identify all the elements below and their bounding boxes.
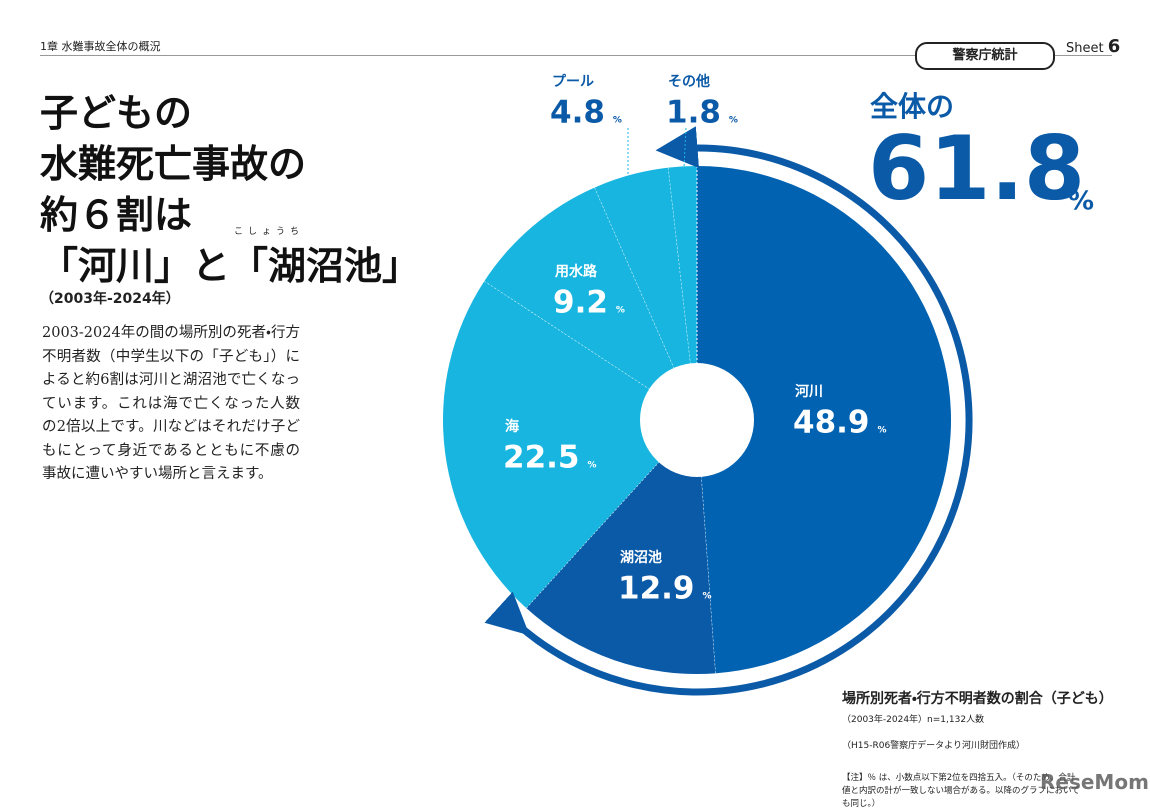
caption-period: （2003年-2024年）n=1,132人数 [842,715,985,725]
annotation-value: 61.8 [868,117,1085,220]
unit-label: % [703,592,712,602]
body-text: 2003-2024年の間の場所別の死者・行方不明者数（中学生以下の「子ども」）に… [42,325,300,482]
sheet-number: 6 [1107,36,1121,57]
sheet-label: Sheet [1066,41,1104,56]
category-label: 用水路 [555,263,598,280]
caption-title: 場所別死者・行方不明者数の割合（子ども） [842,691,1113,707]
title-line: 約６割は [40,193,193,237]
annotation-unit: % [1068,187,1094,217]
period: （2003年-2024年） [40,291,180,307]
pie-hole [640,363,754,477]
annotation-prefix: 全体の [870,90,954,123]
title-line: 水難死亡事故の [40,142,307,186]
leader [683,127,687,169]
category-label: 海 [505,418,519,435]
value-label: 1.8 [666,95,721,131]
title: 子どもの 水難死亡事故の 約６割は 「河川」と「湖沼池」 [40,88,420,292]
category-label: 河川 [795,383,823,400]
category-label: 湖沼池 [620,549,662,566]
caption-source: （H15-R06警察庁データより河川財団作成） [842,741,1025,751]
badge: 警察庁統計 [915,42,1055,70]
unit-label: % [613,116,622,126]
rule [40,55,1112,56]
unit-label: % [878,426,887,436]
caption-note: 【注】％ は、小数点以下第2位を四捨五入。（そのため、合計値と内訳の計が一致しな… [842,773,1080,809]
chapter: 1章 水難事故全体の概況 [40,40,161,53]
value-label: 9.2 [553,285,608,321]
value-label: 12.9 [618,571,695,607]
pie-slice [697,166,952,674]
sheet: Sheet 6 [1066,36,1120,57]
title-line: 「河川」と「湖沼池」 [40,244,421,288]
total-arc [484,126,973,696]
unit-label: % [729,116,738,126]
value-label: 48.9 [793,405,870,441]
title-line: 子どもの [40,91,193,135]
value-label: 4.8 [550,95,605,131]
unit-label: % [588,461,597,471]
category-label: その他 [668,73,710,90]
title-ruby: こしょうち [234,227,305,237]
value-label: 22.5 [503,440,580,476]
watermark: ReseMom [1040,770,1149,794]
unit-label: % [616,306,625,316]
category-label: プール [552,74,594,90]
